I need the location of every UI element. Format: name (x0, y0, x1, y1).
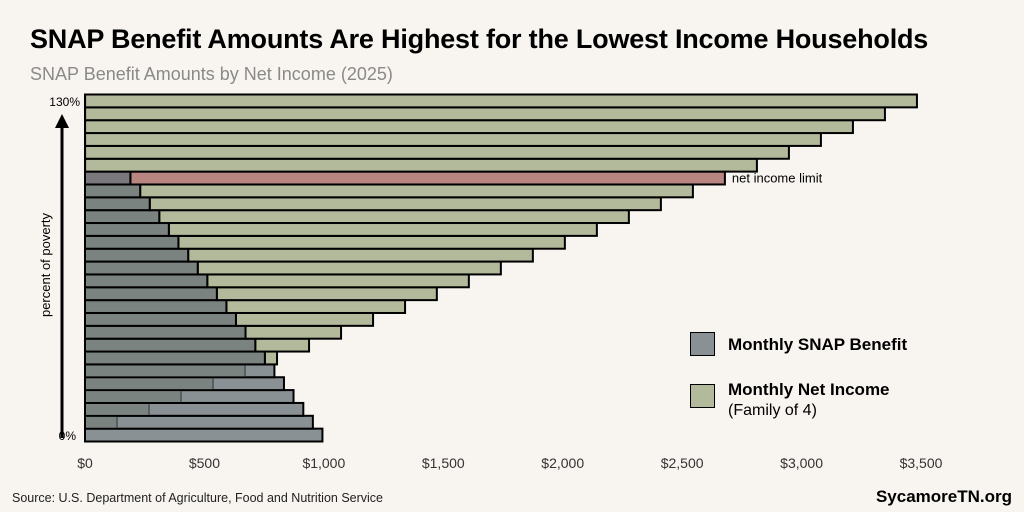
x-tick-label: $500 (189, 455, 220, 471)
benefit-bar-70 (84, 247, 190, 263)
benefit-bar-85 (84, 209, 161, 225)
income-bar-55 (215, 286, 438, 302)
income-overlap-5 (86, 416, 118, 428)
income-bar-65 (196, 260, 502, 276)
income-bar-130 (84, 93, 918, 109)
income-bar-80 (167, 222, 598, 237)
legend-swatch-benefit (690, 332, 715, 356)
benefit-bar-5 (84, 414, 314, 430)
benefit-bar-75 (84, 234, 180, 250)
benefit-bar-40 (84, 324, 247, 340)
income-bar-115 (84, 132, 822, 147)
x-tick-label: $2,000 (541, 455, 584, 471)
income-bar-105 (84, 157, 758, 173)
chart-title: SNAP Benefit Amounts Are Highest for the… (30, 24, 929, 54)
x-tick-label: $1,500 (422, 455, 465, 471)
net-income-limit-annotation: net income limit (732, 170, 823, 185)
benefit-bar-30 (84, 350, 266, 366)
x-tick-label: $3,500 (900, 455, 943, 471)
income-bar-125 (84, 106, 886, 122)
benefit-bar-35 (84, 337, 257, 353)
legend-label-income: Monthly Net Income (728, 380, 890, 399)
legend-sublabel-income: (Family of 4) (728, 402, 817, 419)
y-axis-label: percent of poverty (38, 212, 53, 317)
up-arrow-icon (55, 114, 69, 438)
benefit-bar-65 (84, 260, 199, 276)
benefit-bar-55 (84, 286, 218, 302)
income-bar-75 (177, 234, 566, 250)
legend-swatch-income (690, 384, 715, 408)
income-overlap-25 (86, 365, 246, 377)
income-overlap-20 (86, 378, 214, 390)
brand-logo-text: SycamoreTN.org (875, 487, 1012, 506)
source-note: Source: U.S. Department of Agriculture, … (12, 491, 384, 505)
income-bar-30 (263, 350, 279, 366)
benefit-bar-50 (84, 299, 228, 314)
chart-subtitle: SNAP Benefit Amounts by Net Income (2025… (30, 64, 393, 84)
benefit-bar-80 (84, 222, 170, 237)
bars-group (84, 93, 918, 443)
income-bar-100 (129, 170, 726, 186)
x-tick-label: $2,500 (661, 455, 704, 471)
income-bar-85 (158, 209, 630, 225)
x-axis-ticks: $0 $500 $1,000 $1,500 $2,000 $2,500 $3,000 $3,5… (77, 455, 942, 471)
income-bar-90 (148, 196, 662, 212)
income-bar-40 (244, 324, 343, 340)
x-tick-label: $3,000 (780, 455, 823, 471)
income-bar-70 (187, 247, 534, 263)
benefit-bar-90 (84, 196, 151, 212)
income-bar-50 (225, 299, 407, 314)
income-overlap-15 (86, 391, 182, 402)
income-overlap-10 (86, 403, 150, 415)
benefit-bar-95 (84, 183, 142, 199)
income-bar-60 (206, 273, 470, 289)
benefit-bar-100 (84, 170, 132, 186)
legend-label-benefit: Monthly SNAP Benefit (728, 335, 908, 354)
income-bar-45 (234, 311, 375, 327)
x-tick-label: $1,000 (302, 455, 345, 471)
income-bar-95 (139, 183, 694, 199)
benefit-bar-45 (84, 311, 237, 327)
benefit-bar-0 (84, 427, 324, 443)
income-bar-120 (84, 119, 854, 135)
income-bar-110 (84, 144, 790, 160)
y-tick-label-top: 130% (49, 95, 80, 109)
benefit-bar-60 (84, 273, 209, 289)
income-bar-35 (254, 337, 311, 353)
x-tick-label: $0 (77, 455, 93, 471)
